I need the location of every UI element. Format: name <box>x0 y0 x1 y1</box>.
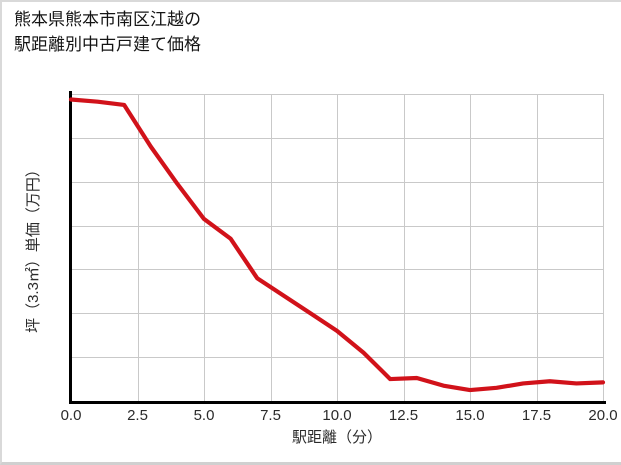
gridline-vertical <box>536 94 538 401</box>
gridline-vertical <box>204 94 205 401</box>
x-tick-label: 2.5 <box>127 407 148 424</box>
x-tick-label: 12.5 <box>388 407 419 424</box>
x-tick-label: 17.5 <box>521 407 552 424</box>
gridline-vertical <box>337 94 338 401</box>
x-tick-label: 15.0 <box>455 407 485 424</box>
x-tick-label: 5.0 <box>193 407 215 424</box>
gridline-vertical <box>403 94 405 401</box>
gridline-vertical <box>270 94 272 401</box>
x-tick-label: 20.0 <box>588 407 618 424</box>
y-axis-title-text: 坪（3.3㎡）単価（万円） <box>24 162 42 333</box>
series-line-kkr <box>68 97 606 393</box>
plot-area: 72747678808284860.02.55.07.510.012.515.0… <box>61 91 618 424</box>
y-axis-title: 坪（3.3㎡）単価（万円） <box>20 94 44 401</box>
x-tick-label: 7.5 <box>260 407 281 424</box>
gridline-vertical <box>603 94 604 401</box>
series-line-group <box>68 97 606 393</box>
x-tick-label: 10.0 <box>322 407 352 424</box>
gridline-vertical <box>137 94 139 401</box>
x-axis-spine <box>69 401 606 404</box>
gridline-vertical <box>470 94 471 401</box>
chart-title: 熊本県熊本市南区江越の 駅距離別中古戸建て価格 <box>14 10 201 54</box>
y-axis-spine <box>69 91 72 404</box>
x-tick-label: 0.0 <box>60 407 82 424</box>
x-axis-title: 駅距離（分） <box>291 429 382 446</box>
